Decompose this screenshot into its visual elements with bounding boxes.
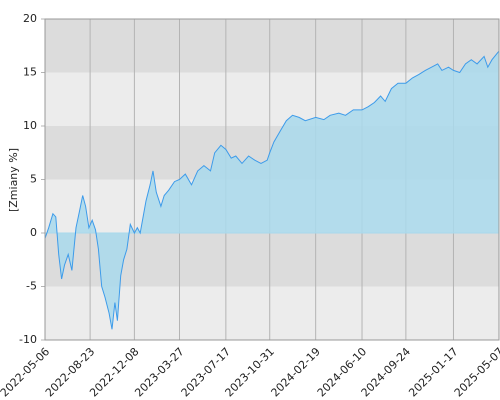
band <box>45 286 499 340</box>
y-tick-label: 0 <box>30 226 37 239</box>
y-tick-label: -5 <box>26 280 37 293</box>
band <box>45 19 499 73</box>
y-axis-label: [Zmiany %] <box>7 148 20 212</box>
plot-border <box>44 18 500 341</box>
line <box>44 50 500 330</box>
area-fill <box>45 51 499 330</box>
y-tick-label: 15 <box>23 66 37 79</box>
y-tick-label: -10 <box>19 333 37 346</box>
y-tick-label: 5 <box>30 173 37 186</box>
y-tick-label: 20 <box>23 12 37 25</box>
y-tick-label: 10 <box>23 119 37 132</box>
